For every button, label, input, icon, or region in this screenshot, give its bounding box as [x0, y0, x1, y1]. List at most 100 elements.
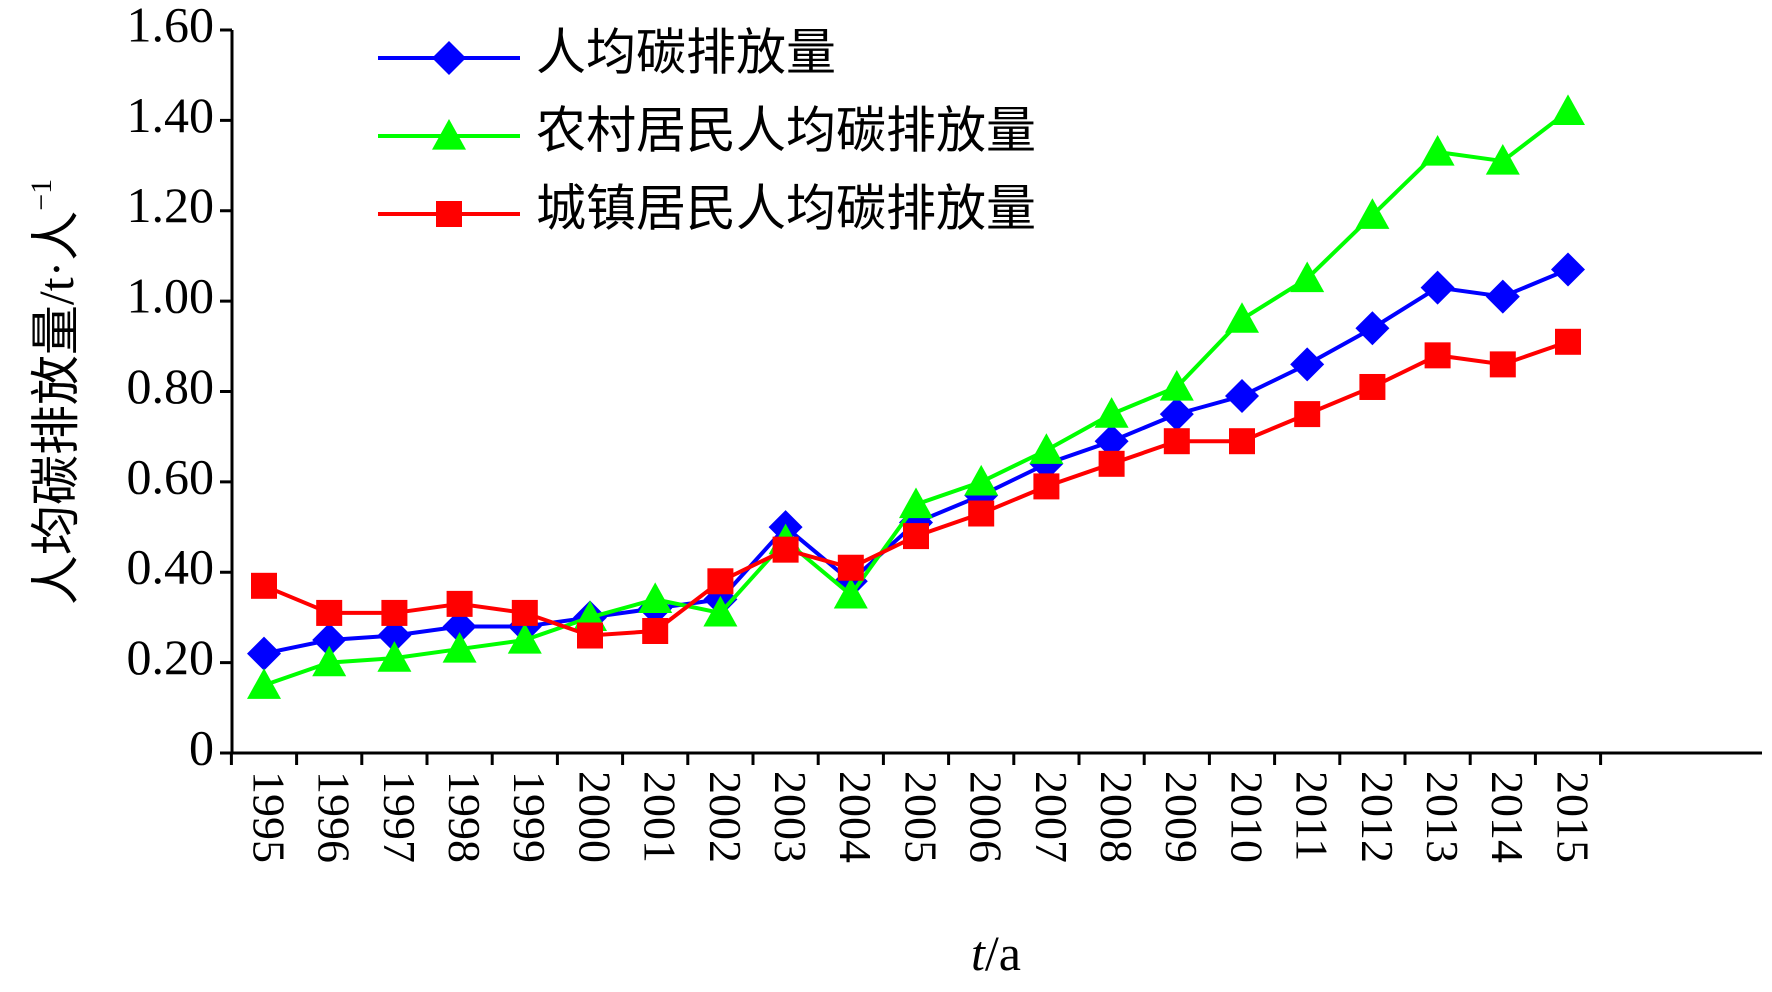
x-axis-title: t/a [971, 925, 1021, 981]
x-tick-label: 2004 [830, 771, 881, 863]
data-point [1159, 397, 1194, 432]
data-point [1551, 94, 1585, 125]
data-point [903, 523, 929, 550]
series-square [251, 328, 1581, 649]
legend-marker [432, 119, 466, 150]
data-point [377, 618, 412, 653]
x-tick-label: 2009 [1156, 771, 1207, 863]
y-tick-label: 0.40 [127, 539, 215, 595]
data-point [442, 632, 477, 663]
x-tick-label: 1995 [243, 771, 294, 863]
x-tick-label: 2007 [1026, 771, 1077, 863]
y-tick-label: 0.60 [127, 448, 215, 504]
data-point [1489, 351, 1516, 378]
x-tick-label: 1997 [374, 771, 425, 863]
x-ticks: 1995 1996 1997 1998 1999 2000 2001 2002 2003 2004… [229, 753, 1603, 863]
x-tick-label: 2015 [1547, 771, 1598, 863]
data-point [1555, 328, 1581, 355]
data-point [1355, 311, 1390, 346]
y-tick-label: 1.00 [127, 268, 215, 324]
data-point [1424, 342, 1451, 369]
x-tick-label: 2006 [961, 771, 1012, 863]
x-tick-label: 2011 [1287, 771, 1338, 861]
data-point [1551, 252, 1585, 287]
data-point [1290, 261, 1325, 293]
data-point [1225, 379, 1259, 414]
series-triangle [247, 94, 1585, 699]
data-point [707, 568, 734, 595]
y-tick-label: 0.80 [127, 358, 215, 414]
data-point [1029, 433, 1064, 464]
data-point [964, 464, 999, 496]
data-point [577, 622, 603, 649]
data-point [638, 582, 673, 613]
data-point [1159, 369, 1194, 401]
data-point [1359, 373, 1386, 400]
legend-label: 人均碳排放量 [536, 24, 836, 80]
data-point [1229, 428, 1255, 455]
data-point [446, 590, 473, 617]
x-tick-label: 2014 [1482, 771, 1533, 863]
data-point [968, 500, 995, 527]
data-point [1485, 144, 1520, 175]
data-point [247, 636, 281, 671]
data-point [1033, 473, 1060, 500]
data-point [377, 641, 412, 672]
data-point [442, 609, 477, 644]
data-point [1355, 198, 1390, 229]
data-point [1420, 135, 1455, 166]
data-point [312, 623, 347, 658]
data-point [1294, 401, 1321, 428]
data-point [833, 577, 868, 609]
data-point [316, 599, 343, 626]
data-point [511, 599, 538, 626]
y-tick-label: 1.20 [127, 177, 215, 233]
data-point [247, 668, 281, 699]
x-tick-label: 2010 [1221, 771, 1272, 863]
x-tick-label: 2003 [765, 771, 816, 863]
y-axis-title-text: 人均碳排放量/t·人 [28, 211, 84, 605]
legend-marker [432, 41, 466, 75]
data-point [1163, 428, 1190, 455]
x-tick-label: 2000 [569, 771, 620, 863]
x-tick-label: 1996 [309, 771, 360, 863]
x-axis-title-var: t [971, 925, 986, 981]
y-axis-title: 人均碳排放量/t·人−1 [25, 179, 85, 605]
x-tick-label: 2001 [635, 771, 686, 863]
y-tick-label: 0.20 [127, 629, 215, 685]
x-tick-label: 2013 [1417, 771, 1468, 863]
data-point [507, 623, 542, 654]
data-point [312, 645, 347, 677]
data-point [1225, 302, 1259, 333]
x-tick-label: 2012 [1352, 771, 1403, 863]
x-tick-label: 2005 [895, 771, 946, 863]
data-point [642, 617, 669, 644]
data-point [772, 536, 799, 563]
data-point [381, 599, 408, 626]
legend-label: 城镇居民人均碳排放量 [536, 180, 1036, 236]
x-tick-label: 2002 [700, 771, 751, 863]
data-point [251, 572, 277, 599]
data-point [1290, 347, 1325, 382]
series-layer [247, 94, 1585, 699]
x-tick-label: 1999 [504, 771, 555, 863]
data-point [703, 595, 738, 627]
data-point [1094, 424, 1129, 459]
data-point [1420, 270, 1455, 305]
data-point [1098, 450, 1125, 477]
data-point [1485, 279, 1520, 314]
y-tick-label: 1.60 [127, 0, 215, 52]
y-tick-label: 1.40 [127, 87, 215, 143]
x-tick-label: 2008 [1091, 771, 1142, 863]
y-tick-label: 0 [189, 719, 214, 775]
x-tick-label: 1998 [439, 771, 490, 863]
legend-label: 农村居民人均碳排放量 [536, 102, 1036, 158]
y-ticks: 0 0.20 0.40 0.60 0.80 1.00 1.20 1.40 1.60 [127, 0, 232, 775]
data-point [1094, 397, 1129, 428]
x-axis-title-unit: /a [985, 925, 1021, 981]
data-point [837, 554, 864, 581]
legend-marker [436, 201, 462, 227]
y-axis-title-superscript: −1 [25, 179, 58, 211]
